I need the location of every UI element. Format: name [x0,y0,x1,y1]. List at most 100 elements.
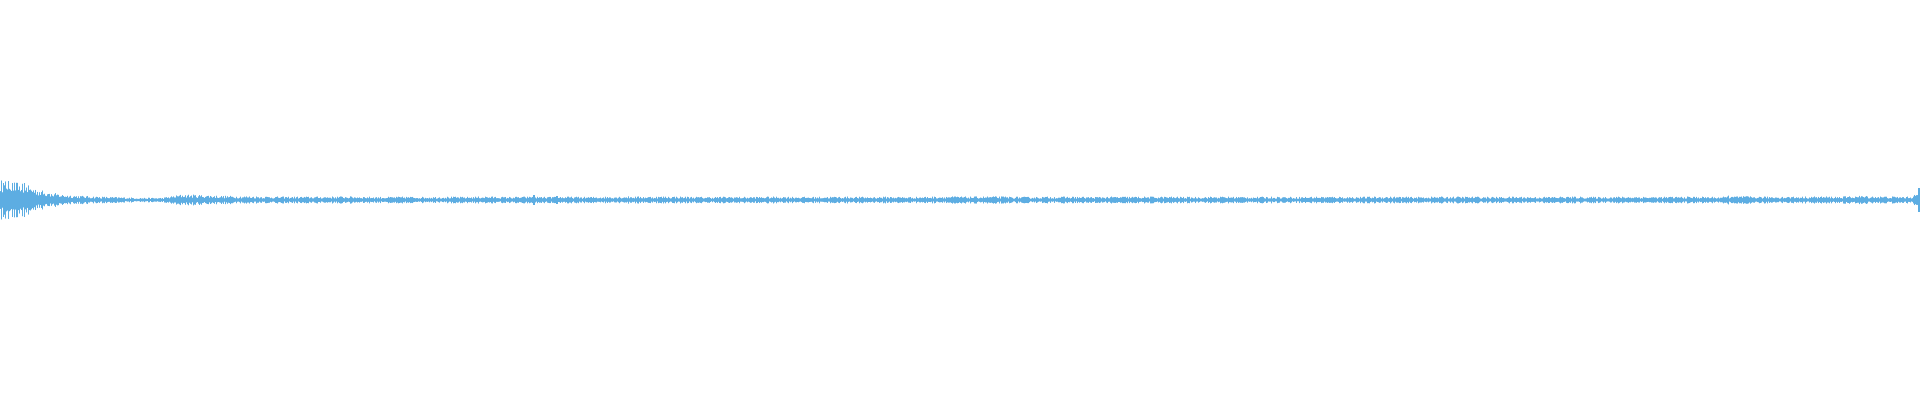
waveform-sample [1783,198,1784,202]
waveform-sample [933,198,934,202]
waveform-sample [746,198,747,202]
waveform-sample [908,197,909,203]
waveform-sample [713,198,714,202]
waveform-sample [944,197,945,203]
waveform-sample [497,198,498,202]
waveform-sample [1038,198,1039,202]
waveform-sample [1440,197,1441,203]
waveform-sample [261,197,262,203]
waveform-sample [1105,198,1106,202]
waveform-sample [1201,198,1202,202]
waveform-sample [893,197,894,203]
waveform-sample [508,198,509,202]
waveform-sample [1516,197,1517,203]
waveform-sample [465,198,466,202]
waveform-sample [1744,196,1745,204]
waveform-sample [899,197,900,203]
waveform-sample [1620,197,1621,203]
waveform-sample [292,197,293,203]
waveform-sample [857,198,858,202]
waveform-sample [260,197,261,203]
waveform-sample [1060,197,1061,203]
waveform-sample [1037,197,1038,203]
waveform-sample [1120,197,1121,203]
waveform-sample [549,196,550,204]
waveform-sample [1324,198,1325,202]
waveform-sample [1908,198,1909,202]
waveform-sample [321,198,322,202]
waveform-sample [1801,197,1802,203]
waveform-sample [618,197,619,203]
waveform-sample [1435,197,1436,203]
waveform-sample [598,198,599,202]
waveform-sample [774,197,775,203]
waveform-sample [1716,198,1717,202]
waveform-sample [447,196,448,204]
waveform-sample [1249,198,1250,202]
waveform-bars [0,180,1920,220]
waveform-sample [590,197,591,203]
waveform-sample [1449,198,1450,202]
waveform-sample [440,198,441,202]
waveform-sample [1092,198,1093,202]
waveform-sample [619,196,620,204]
waveform-sample [115,197,116,203]
waveform-sample [724,196,725,204]
waveform-sample [325,197,326,203]
waveform-sample [547,197,548,203]
waveform-sample [1509,196,1510,204]
waveform-sample [1862,196,1863,204]
waveform-sample [1243,197,1244,203]
waveform-sample [1672,196,1673,204]
waveform-sample [804,196,805,204]
waveform-sample [670,198,671,202]
waveform-sample [1018,198,1019,202]
waveform-sample [29,189,30,211]
waveform-sample [1557,198,1558,202]
waveform-sample [1502,198,1503,202]
waveform-sample [641,198,642,202]
waveform-sample [483,197,484,203]
waveform-sample [401,197,402,203]
waveform-sample [243,197,244,203]
waveform-sample [1305,196,1306,204]
waveform-sample [1788,196,1789,204]
waveform-sample [799,198,800,202]
waveform-sample [296,197,297,203]
waveform-sample [1506,198,1507,202]
waveform-sample [1742,197,1743,203]
waveform-sample [860,197,861,203]
waveform-sample [1055,198,1056,202]
waveform-sample [286,197,287,203]
waveform-sample [982,198,983,202]
waveform-sample [809,197,810,203]
waveform-sample [1681,196,1682,204]
waveform-sample [663,196,664,204]
waveform-sample [697,197,698,203]
waveform-sample [807,197,808,203]
waveform-sample [299,197,300,203]
waveform-sample [873,197,874,203]
waveform-sample [106,196,107,204]
waveform-sample [1350,197,1351,203]
waveform-sample [778,197,779,203]
waveform-sample [1108,198,1109,202]
waveform-sample [866,198,867,202]
waveform-sample [211,196,212,204]
waveform-sample [1494,197,1495,203]
waveform-sample [180,194,181,206]
waveform-sample [274,198,275,202]
waveform-sample [1026,197,1027,203]
waveform-sample [854,197,855,203]
waveform-sample [417,198,418,202]
waveform-sample [626,197,627,203]
waveform-sample [877,197,878,203]
waveform-sample [955,196,956,204]
waveform-sample [190,196,191,204]
waveform-sample [708,197,709,203]
waveform-sample [1356,197,1357,203]
waveform-sample [152,197,153,203]
waveform-sample [906,197,907,203]
waveform-sample [1015,197,1016,203]
waveform-sample [585,198,586,202]
